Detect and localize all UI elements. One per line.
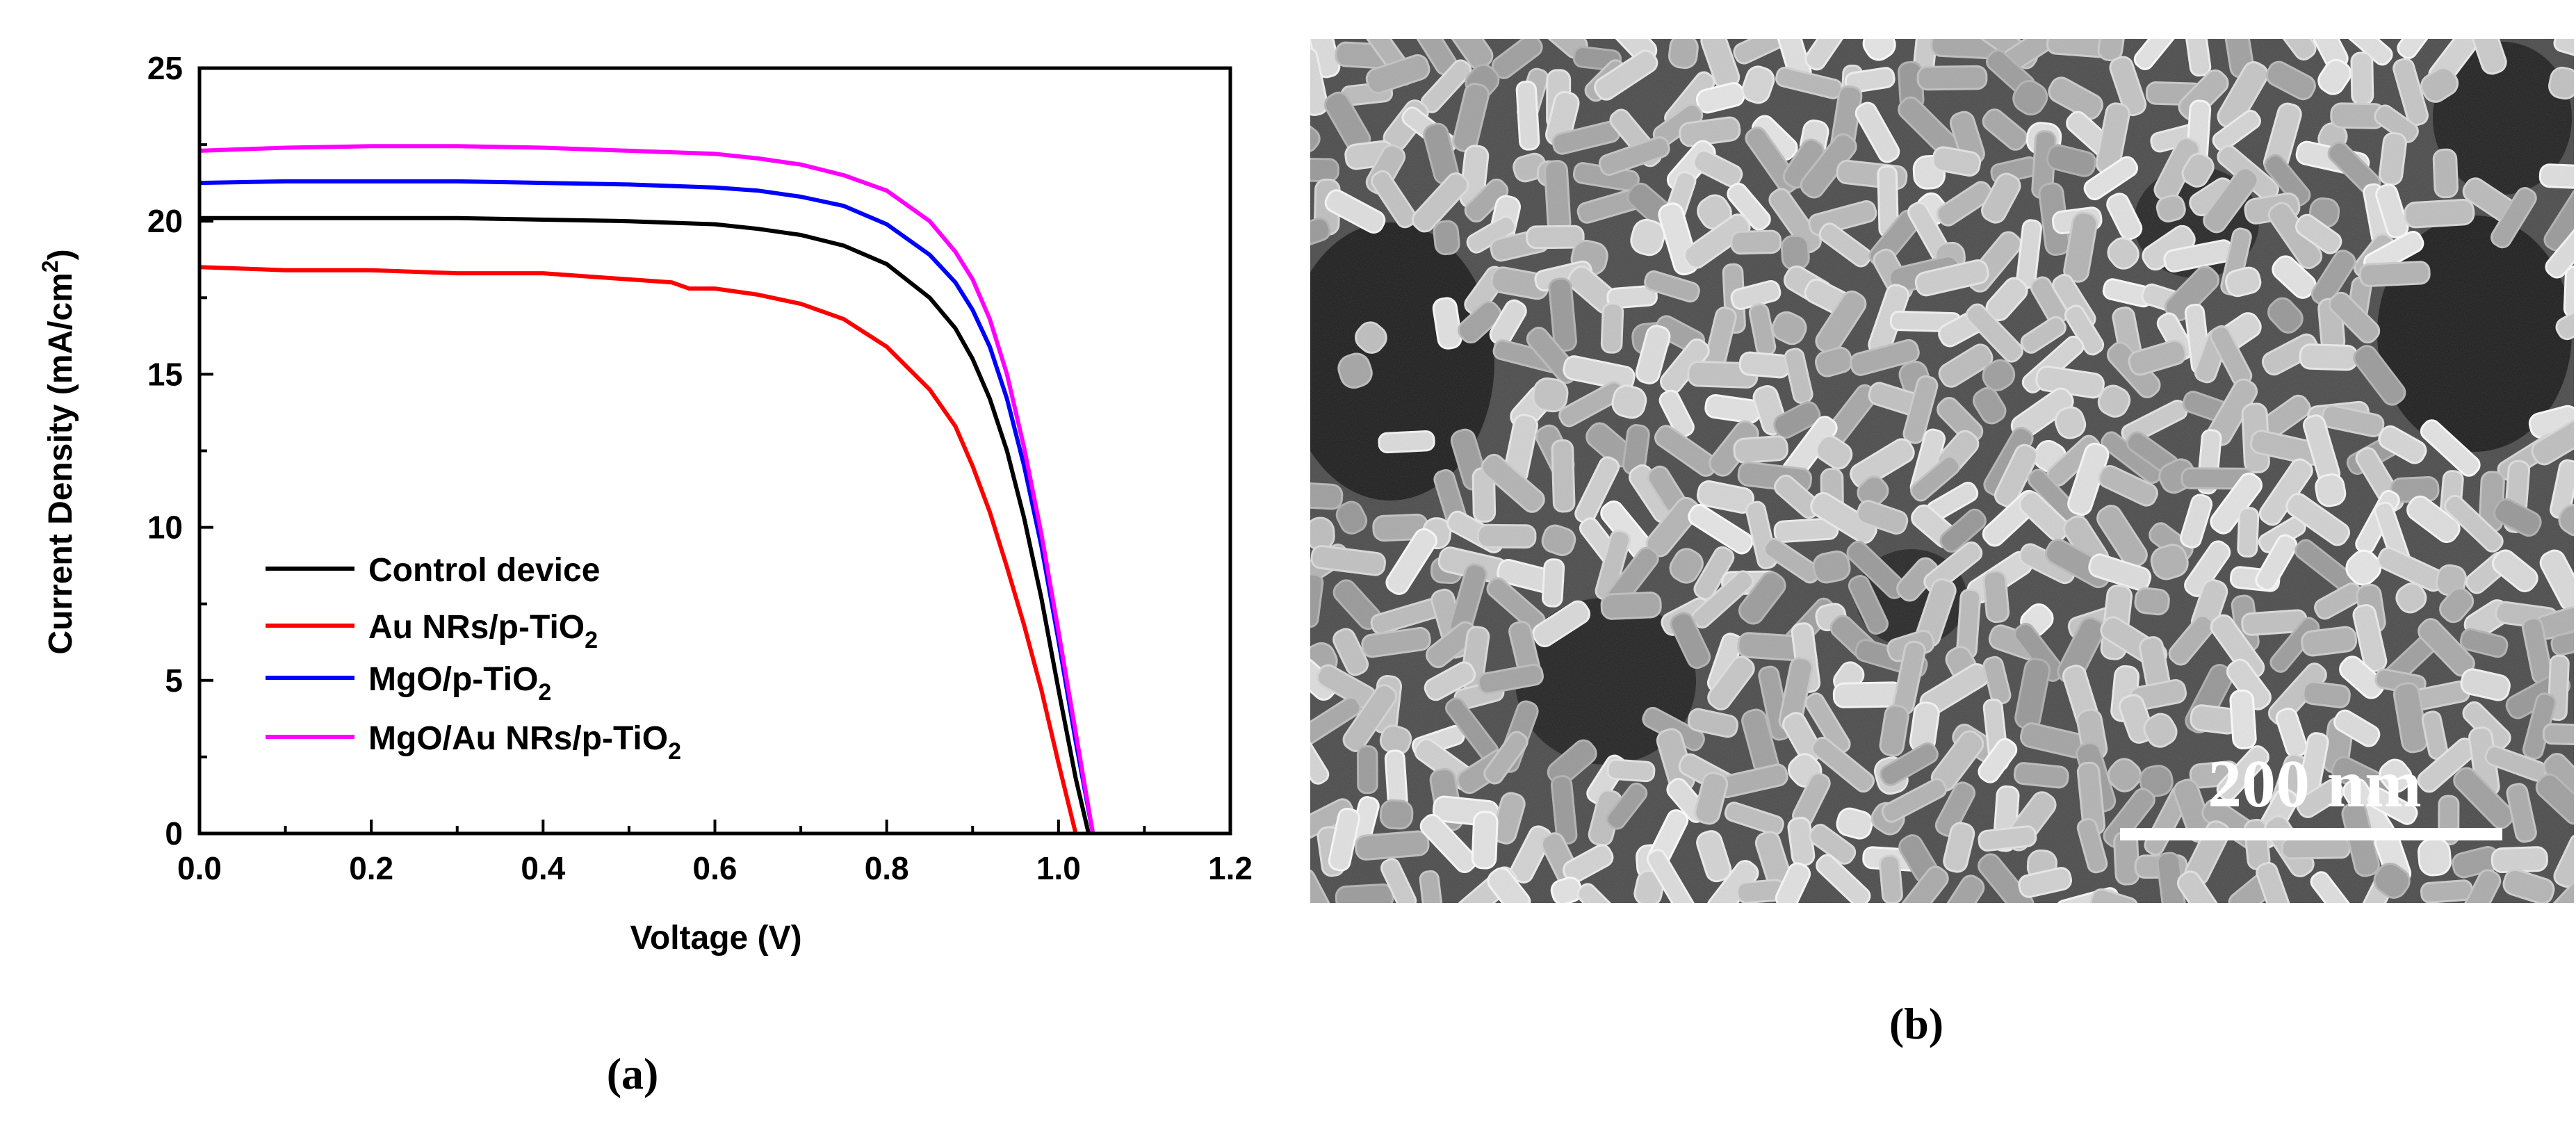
caption-b: (b)	[1889, 999, 1943, 1048]
scale-bar-label: 200 nm	[2208, 747, 2422, 822]
x-tick-label: 1.0	[1036, 850, 1081, 886]
legend: Control device Au NRs/p-TiO2 MgO/p-TiO2 …	[266, 552, 681, 765]
series-line-1	[199, 265, 1078, 833]
y-tick-label: 0	[165, 815, 183, 852]
x-tick-label: 0.8	[865, 850, 909, 886]
jv-chart: 0 5 10 15 20 25 0.0 0.2 0.4 0.6 0.8 1.0 1.2 Voltage…	[38, 50, 1253, 957]
legend-label-mgo-au-nrs: MgO/Au NRs/p-TiO2	[368, 720, 681, 765]
legend-label-au-nrs: Au NRs/p-TiO2	[368, 609, 598, 653]
y-tick-label: 5	[165, 662, 183, 699]
legend-label-control-device: Control device	[368, 552, 600, 589]
x-axis-title: Voltage (V)	[630, 920, 801, 957]
x-tick-label: 0.6	[693, 850, 737, 886]
x-tick-labels: 0.0 0.2 0.4 0.6 0.8 1.0 1.2	[177, 850, 1253, 886]
sem-image: 200 nm	[1310, 39, 2574, 903]
x-tick-label: 0.0	[177, 850, 222, 886]
y-tick-label: 25	[147, 50, 183, 86]
series-line-3	[199, 144, 1095, 833]
y-tick-labels: 0 5 10 15 20 25	[147, 50, 183, 852]
y-tick-label: 10	[147, 510, 183, 546]
plot-frame	[197, 66, 1232, 836]
caption-a: (a)	[607, 1049, 659, 1098]
x-tick-label: 1.2	[1208, 850, 1253, 886]
x-tick-label: 0.2	[349, 850, 393, 886]
y-axis-title: Current Density (mA/cm2)	[38, 249, 79, 654]
series-lines	[199, 144, 1095, 833]
y-tick-label: 15	[147, 356, 183, 392]
y-tick-label: 20	[147, 203, 183, 239]
series-line-0	[199, 215, 1091, 833]
x-tick-label: 0.4	[521, 850, 565, 886]
sem-noise	[1310, 39, 2574, 903]
legend-label-mgo: MgO/p-TiO2	[368, 661, 551, 706]
series-line-2	[199, 179, 1095, 833]
